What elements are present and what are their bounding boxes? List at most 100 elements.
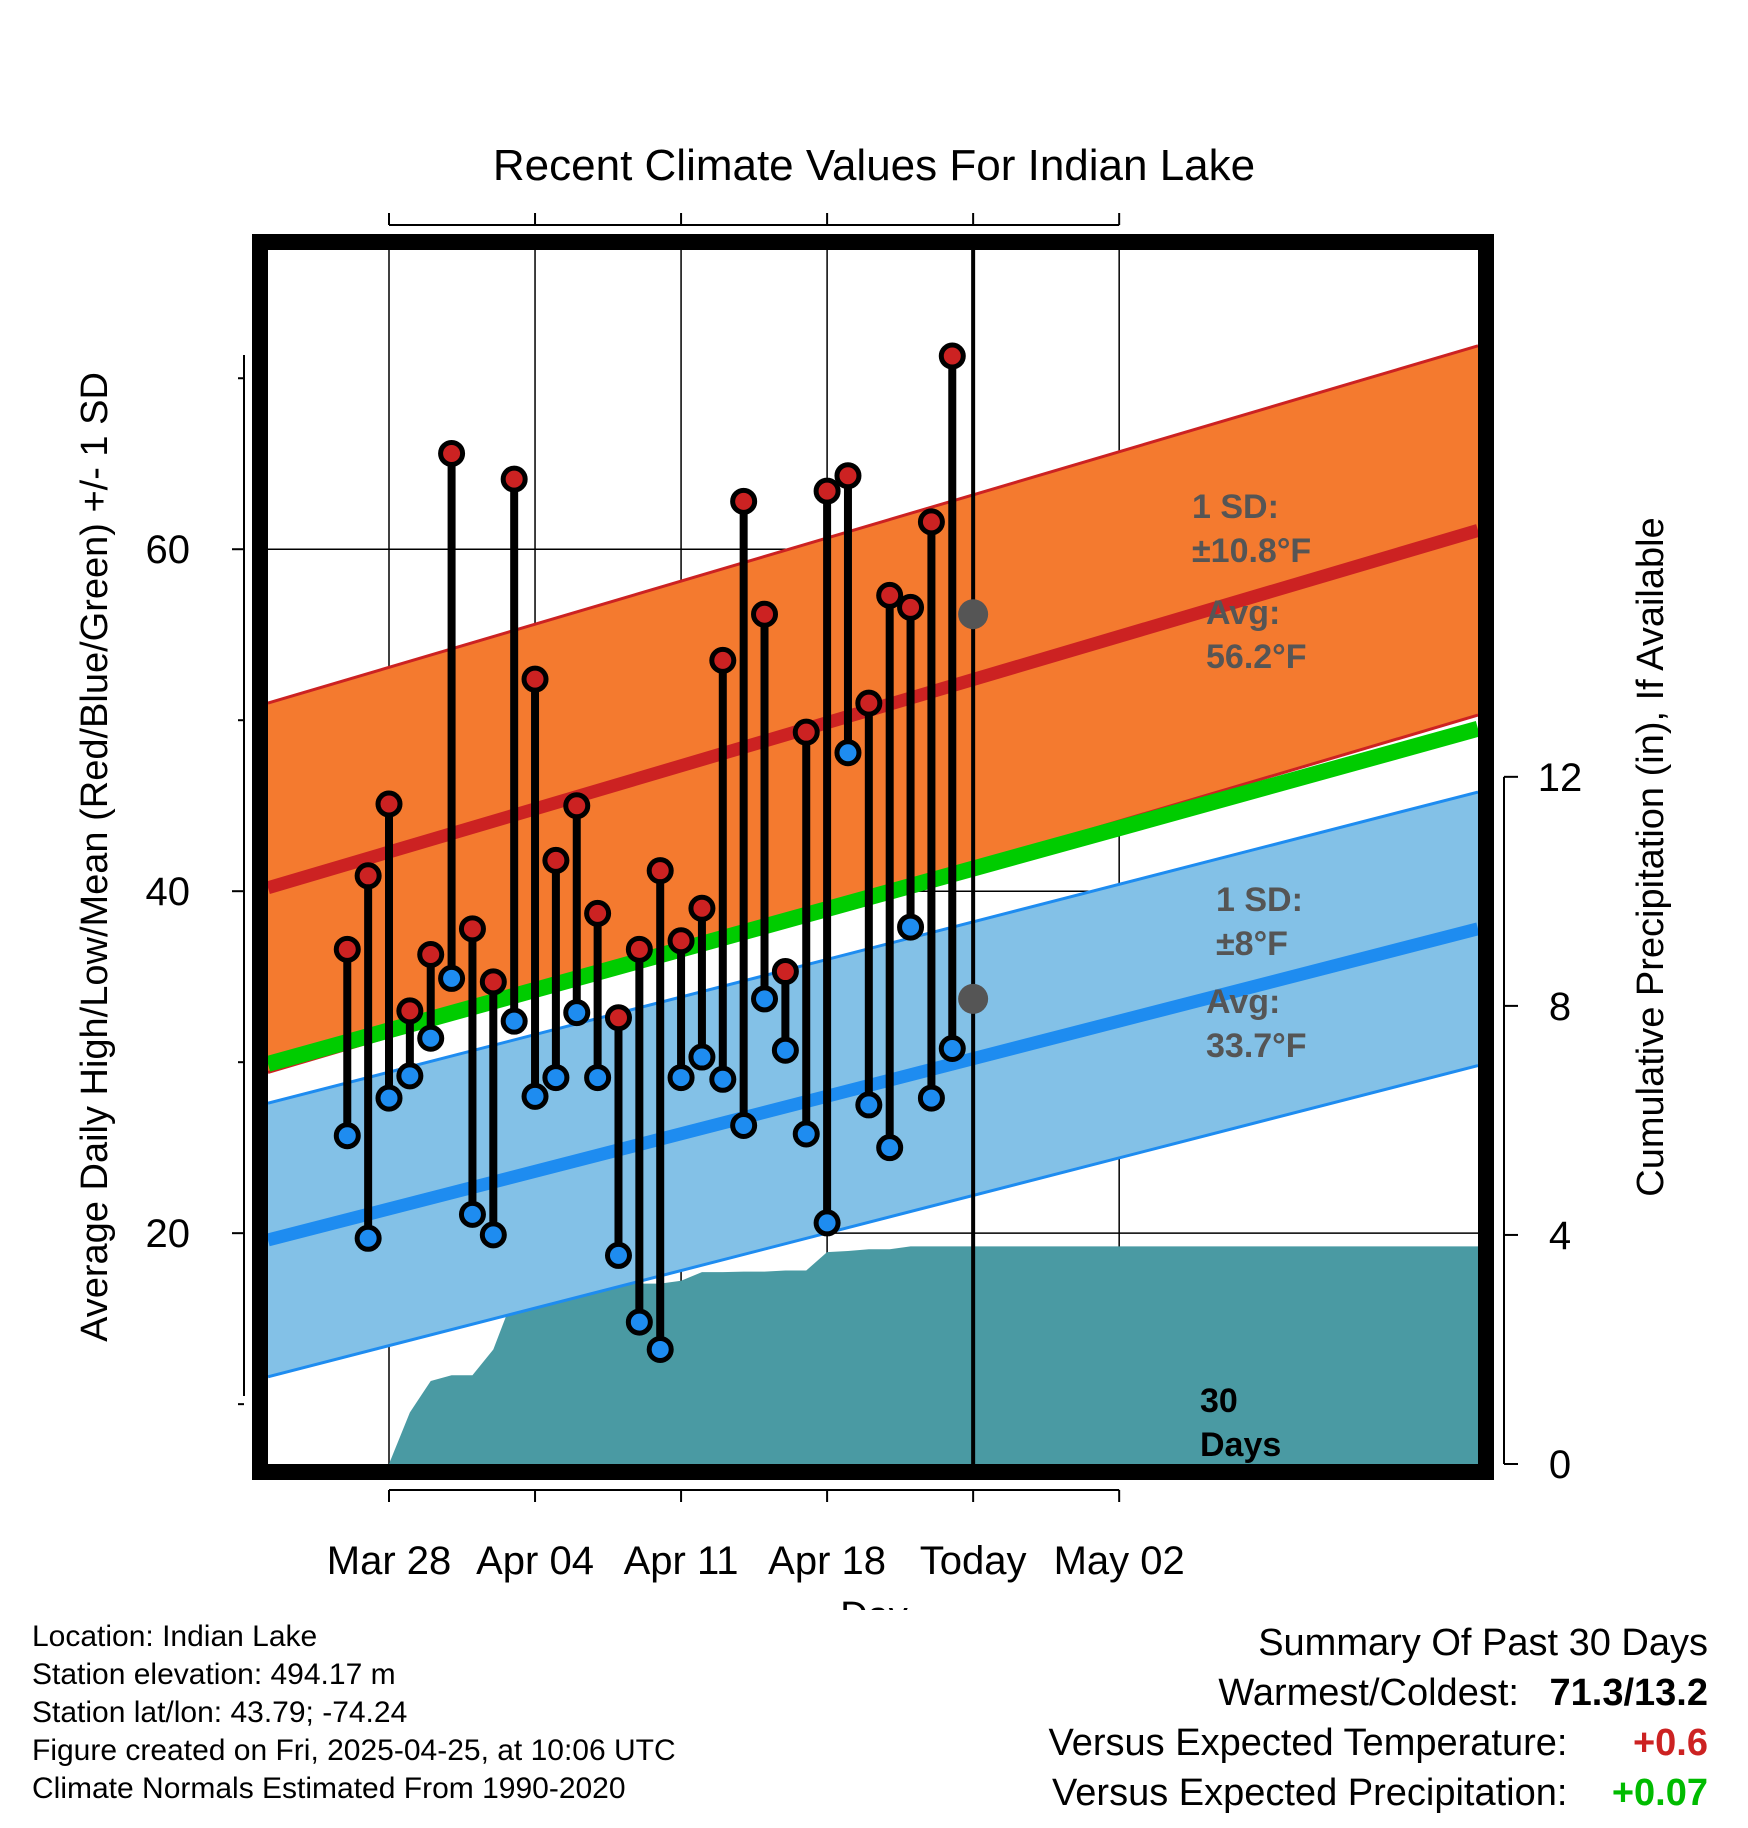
low-temp-point: [584, 1064, 612, 1092]
days-word-label: Days: [1200, 1426, 1281, 1464]
precip-label: Versus Expected Precipitation:: [1052, 1772, 1568, 1814]
today-avg-high-marker: [958, 599, 989, 630]
plot-frame: [252, 234, 1494, 1480]
low-temp-point: [563, 999, 591, 1027]
y-tick-label: 40: [146, 870, 191, 914]
high-temp-point: [625, 935, 653, 963]
low-temp-point: [542, 1064, 570, 1092]
y-axis-right-label: Cumulative Precipitation (in), If Availa…: [1630, 517, 1672, 1196]
y-tick-label: 20: [146, 1212, 191, 1256]
y-right-tick-label: 8: [1549, 985, 1571, 1029]
low-sd-value: ±8°F: [1216, 925, 1288, 963]
warm-cold-value: 71.3/13.2: [1549, 1672, 1708, 1714]
low-temp-point: [917, 1084, 945, 1112]
high-temp-point: [855, 689, 883, 717]
low-temp-point: [876, 1134, 904, 1162]
normals-text: Climate Normals Estimated From 1990-2020: [32, 1772, 626, 1805]
high-temp-point: [834, 462, 862, 490]
low-avg-value: 33.7°F: [1206, 1027, 1307, 1065]
temp-label: Versus Expected Temperature:: [1048, 1722, 1568, 1764]
high-temp-point: [751, 600, 779, 628]
y-axis-label: Average Daily High/Low/Mean (Red/Blue/Gr…: [74, 372, 116, 1342]
high-temp-point: [542, 846, 570, 874]
x-axis-label: Day: [840, 1595, 908, 1610]
y-right-tick-label: 4: [1549, 1214, 1571, 1258]
station-info: Location: Indian Lake Station elevation:…: [32, 1618, 676, 1808]
high-temp-point: [709, 646, 737, 674]
low-temp-point: [625, 1308, 653, 1336]
high-temp-point: [792, 718, 820, 746]
x-tick-label: Mar 28: [327, 1539, 452, 1583]
low-temp-point: [646, 1335, 674, 1363]
latlon-text: Station lat/lon: 43.79; -74.24: [32, 1696, 408, 1729]
plot-border: [252, 234, 1494, 1480]
low-temp-point: [479, 1221, 507, 1249]
x-tick-label: May 02: [1054, 1539, 1185, 1583]
temp-value: +0.6: [1632, 1722, 1708, 1764]
low-temp-point: [792, 1120, 820, 1148]
low-temp-point: [771, 1036, 799, 1064]
high-temp-point: [479, 968, 507, 996]
x-tick-label: Today: [920, 1539, 1027, 1583]
precip-value: +0.07: [1611, 1772, 1708, 1814]
high-temp-point: [917, 508, 945, 536]
created-text: Figure created on Fri, 2025-04-25, at 10…: [32, 1734, 676, 1767]
x-tick-label: Apr 04: [476, 1539, 594, 1583]
warm-cold-label: Warmest/Coldest:: [1218, 1672, 1519, 1714]
low-sd-label: 1 SD:: [1216, 881, 1303, 919]
low-temp-point: [897, 913, 925, 941]
axes: 20 40 60 0 4 8 12 Mar 28 Apr 04 Apr 11 Apr 18 Today…: [146, 213, 1582, 1583]
low-temp-point: [688, 1043, 716, 1071]
summary-heading: Summary Of Past 30 Days: [1258, 1622, 1708, 1664]
high-temp-point: [396, 997, 424, 1025]
high-temp-point: [771, 958, 799, 986]
low-temp-point: [834, 739, 862, 767]
high-temp-point: [876, 581, 904, 609]
high-temp-point: [438, 439, 466, 467]
summary-warm-cold-row: Warmest/Coldest: 71.3/13.2: [1049, 1668, 1708, 1718]
low-temp-point: [354, 1224, 382, 1252]
summary-panel: Summary Of Past 30 Days Warmest/Coldest:…: [1049, 1618, 1708, 1818]
high-temp-point: [938, 342, 966, 370]
high-temp-point: [667, 927, 695, 955]
normal-low-sd-edge-lower: [268, 1064, 1478, 1379]
low-temp-point: [438, 964, 466, 992]
high-temp-point: [646, 857, 674, 885]
high-temp-point: [500, 465, 528, 493]
high-temp-point: [458, 915, 486, 943]
high-temp-point: [417, 940, 445, 968]
low-temp-point: [667, 1064, 695, 1092]
high-temp-point: [375, 790, 403, 818]
y-tick-label: 60: [146, 528, 191, 572]
low-temp-point: [521, 1082, 549, 1110]
normal-high-sd-edge-upper: [268, 344, 1478, 705]
location-text: Location: Indian Lake: [32, 1620, 318, 1653]
low-temp-point: [813, 1209, 841, 1237]
high-avg-value: 56.2°F: [1206, 638, 1307, 676]
high-temp-point: [333, 935, 361, 963]
high-temp-point: [563, 792, 591, 820]
plot-area: [268, 250, 1478, 1464]
summary-temp-row: Versus Expected Temperature: +0.6: [1049, 1718, 1708, 1768]
low-avg-label: Avg:: [1206, 983, 1280, 1021]
y-right-tick-label: 0: [1549, 1443, 1571, 1487]
high-temp-point: [688, 894, 716, 922]
high-avg-label: Avg:: [1206, 594, 1280, 632]
climate-chart: Recent Climate Values For Indian Lake 20…: [74, 141, 1672, 1610]
today-avg-low-marker: [958, 983, 989, 1014]
low-temp-point: [730, 1111, 758, 1139]
low-temp-point: [709, 1065, 737, 1093]
low-temp-point: [604, 1241, 632, 1269]
high-temp-point: [584, 899, 612, 927]
low-temp-point: [458, 1200, 486, 1228]
low-temp-point: [333, 1122, 361, 1150]
high-temp-point: [354, 862, 382, 890]
low-temp-point: [396, 1062, 424, 1090]
high-temp-point: [897, 593, 925, 621]
low-temp-point: [375, 1084, 403, 1112]
high-temp-point: [521, 665, 549, 693]
x-tick-label: Apr 11: [624, 1539, 739, 1583]
high-temp-point: [604, 1004, 632, 1032]
precip-area: [326, 1246, 1478, 1464]
high-sd-label: 1 SD:: [1192, 488, 1279, 526]
